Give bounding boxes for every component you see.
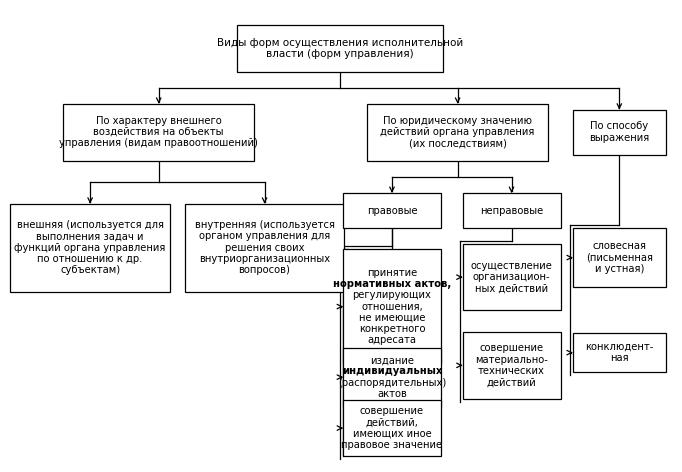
Bar xyxy=(462,244,561,311)
Text: осуществление: осуществление xyxy=(471,261,552,271)
Bar xyxy=(343,400,441,456)
Text: словесная: словесная xyxy=(593,241,647,251)
Bar xyxy=(573,110,666,155)
Text: материально-: материально- xyxy=(475,355,548,365)
Text: отношения,: отношения, xyxy=(361,302,423,312)
Bar xyxy=(462,193,561,228)
Text: индивидуальных: индивидуальных xyxy=(342,366,442,377)
Text: воздействия на объекты: воздействия на объекты xyxy=(93,127,224,137)
Text: функций органа управления: функций органа управления xyxy=(14,243,166,253)
Text: (их последствиям): (их последствиям) xyxy=(409,138,507,148)
Text: издание: издание xyxy=(370,355,414,365)
Bar xyxy=(185,203,344,292)
Bar xyxy=(343,193,441,228)
Text: принятие: принятие xyxy=(367,268,417,278)
Text: вопросов): вопросов) xyxy=(239,265,291,275)
Text: по отношению к др.: по отношению к др. xyxy=(38,254,143,264)
Bar xyxy=(63,104,254,160)
Text: По способу: По способу xyxy=(590,121,649,132)
Text: технических: технических xyxy=(478,366,545,376)
Text: неправовые: неправовые xyxy=(480,205,543,216)
Text: внешняя (используется для: внешняя (используется для xyxy=(16,220,164,230)
Bar xyxy=(462,332,561,399)
Text: правовое значение: правовое значение xyxy=(342,440,443,450)
Bar xyxy=(343,348,441,406)
Bar xyxy=(237,25,443,72)
Text: не имеющие: не имеющие xyxy=(359,313,425,323)
Text: внутренняя (используется: внутренняя (используется xyxy=(194,220,335,230)
Bar xyxy=(343,249,441,364)
Text: и устная): и устная) xyxy=(595,264,644,274)
Text: конкретного: конкретного xyxy=(359,324,425,334)
Text: (письменная: (письменная xyxy=(586,253,653,262)
Text: нормативных актов,: нормативных актов, xyxy=(333,279,451,289)
Text: По характеру внешнего: По характеру внешнего xyxy=(96,116,222,126)
Text: ная: ная xyxy=(610,353,629,363)
Text: действий органа управления: действий органа управления xyxy=(381,127,535,137)
Text: решения своих: решения своих xyxy=(225,243,304,253)
Bar xyxy=(10,203,170,292)
Text: выполнения задач и: выполнения задач и xyxy=(36,231,144,242)
Text: организацион-: организацион- xyxy=(473,272,550,282)
Text: По юридическому значению: По юридическому значению xyxy=(383,116,532,126)
Text: регулирующих: регулирующих xyxy=(353,290,432,300)
Text: Виды форм осуществления исполнительной: Виды форм осуществления исполнительной xyxy=(217,38,463,48)
Text: ных действий: ных действий xyxy=(475,283,548,294)
Bar xyxy=(573,228,666,287)
Text: совершение: совершение xyxy=(479,344,544,354)
Text: органом управления для: органом управления для xyxy=(199,231,330,242)
Text: правовые: правовые xyxy=(367,205,417,216)
Text: субъектам): субъектам) xyxy=(60,265,120,275)
Text: имеющих иное: имеющих иное xyxy=(353,429,431,438)
Text: власти (форм управления): власти (форм управления) xyxy=(266,50,414,59)
Text: совершение: совершение xyxy=(360,406,424,416)
Bar xyxy=(573,333,666,372)
Text: выражения: выражения xyxy=(589,133,649,143)
Text: (распорядительных): (распорядительных) xyxy=(338,378,446,388)
Text: конклюдент-: конклюдент- xyxy=(585,342,653,352)
Bar xyxy=(367,104,548,160)
Text: актов: актов xyxy=(377,389,407,399)
Text: действий,: действий, xyxy=(366,417,418,428)
Text: внутриорганизационных: внутриорганизационных xyxy=(199,254,330,264)
Text: адресата: адресата xyxy=(368,336,417,346)
Text: управления (видам правоотношений): управления (видам правоотношений) xyxy=(59,138,258,148)
Text: действий: действий xyxy=(487,377,537,387)
